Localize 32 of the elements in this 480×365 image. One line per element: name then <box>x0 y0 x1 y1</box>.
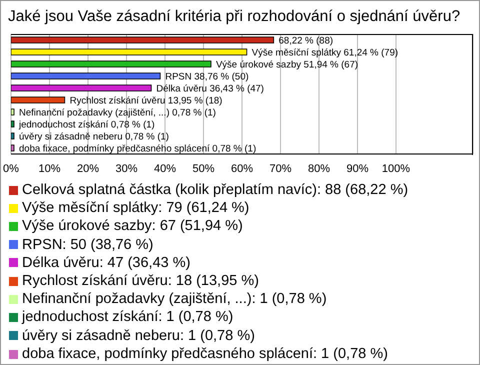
legend-label: RPSN: 50 (38,76 %) <box>22 236 154 253</box>
legend-label: Výše měsíční splátky: 79 (61,24 %) <box>22 200 250 216</box>
x-tick-label: 0% <box>3 162 20 175</box>
data-label: Délka úvěru 36,43 % (47) <box>156 84 264 94</box>
data-label: úvěry si zásadně neberu 0,78 % (1) <box>19 132 169 142</box>
data-label: jednoduchost získání 0,78 % (1) <box>18 120 155 130</box>
data-label: RPSN 38,76 % (50) <box>165 72 249 82</box>
x-tick-label: 90% <box>346 162 369 175</box>
x-tick-label: 50% <box>192 162 215 175</box>
data-label: Rychlost získání úvěru 13,95 % (18) <box>70 96 222 106</box>
legend-label: úvěry si zásadně neberu: 1 (0,78 %) <box>22 328 255 344</box>
legend-label: Rychlost získání úvěru: 18 (13,95 %) <box>22 273 259 290</box>
data-label: 68,22 % (88) <box>278 36 334 46</box>
data-label: Výše úrokové sazby 51,94 % (67) <box>216 60 358 70</box>
data-label: Nefinanční požadavky (zajištění, ...) 0,78 % (1) <box>19 108 216 118</box>
legend-label: Výše úrokové sazby: 67 (51,94 %) <box>22 218 243 234</box>
x-tick-label: 60% <box>230 162 254 175</box>
legend-label: Celková splatná částka (kolik přeplatím navíc): 88 (68,22 %) <box>22 182 408 198</box>
legend-label: Nefinanční požadavky (zajištění, ...): 1 (0,78 %) <box>22 291 327 308</box>
legend-label: jednoduchost získání: 1 (0,78 %) <box>22 309 234 326</box>
x-tick-label: 40% <box>154 162 176 175</box>
x-tick-label: 70% <box>269 162 292 175</box>
x-tick-label: 80% <box>308 162 330 175</box>
x-tick-label: 20% <box>76 162 100 175</box>
legend-label: doba fixace, podmínky předčasného splácení: 1 (0,78 %) <box>22 346 388 362</box>
x-tick-label: 100% <box>382 162 410 175</box>
legend-label: Délka úvěru: 47 (36,43 %) <box>22 254 190 271</box>
x-tick-label: 30% <box>115 162 138 175</box>
data-label: doba fixace, podmínky předčasného splácení 0,78 % (1) <box>19 144 256 154</box>
chart-title: Jaké jsou Vaše zásadní kritéria při rozhodování o sjednání úvěru? <box>8 8 460 26</box>
data-label: Výše měsíční splátky 61,24 % (79) <box>252 48 398 58</box>
x-tick-label: 10% <box>38 162 61 175</box>
